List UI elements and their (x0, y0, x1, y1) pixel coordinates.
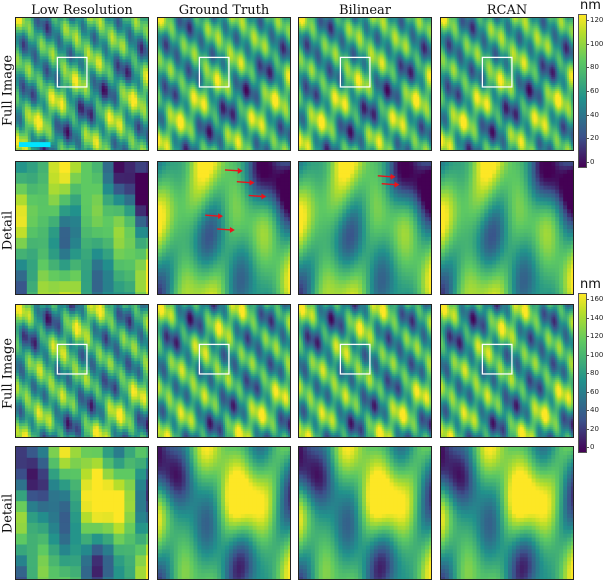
inset-box (56, 56, 88, 88)
red-arrow (248, 193, 267, 200)
colorbar-top-tick: 20 (587, 135, 599, 142)
red-arrow (217, 227, 235, 233)
panel-full-image-2-bilinear (298, 304, 432, 438)
colorbar-top-tick: 40 (587, 111, 599, 119)
colorbar-bottom-tick: 80 (587, 370, 599, 377)
panel-full-image-2-ground-truth (157, 304, 291, 438)
colorbar-bottom-tick: 20 (587, 425, 599, 433)
inset-box (56, 343, 88, 375)
inset-box (481, 56, 513, 88)
inset-box (481, 343, 513, 375)
row-label-detail-1: Detail (1, 171, 16, 291)
panel-full-image-2-rcan (440, 304, 574, 438)
panel-detail-1-low-resolution (15, 161, 149, 295)
colorbar-top-tick: 120 (586, 17, 603, 24)
red-arrow (205, 213, 224, 220)
panel-detail-2-bilinear (298, 446, 432, 580)
colorbar-bottom-tick: 40 (587, 407, 599, 414)
scale-bar (18, 142, 51, 148)
panel-full-image-1-bilinear (298, 17, 432, 151)
panel-full-image-1-rcan (440, 17, 574, 151)
colorbar-bottom-unit: nm (580, 277, 601, 292)
panel-detail-2-rcan (440, 446, 574, 580)
colorbar-top-tick: 0 (586, 159, 594, 166)
panel-detail-1-bilinear (298, 161, 432, 295)
column-header-bilinear: Bilinear (295, 3, 435, 18)
colorbar-top-tick: 60 (587, 88, 599, 95)
red-arrow (236, 179, 255, 186)
inset-box (339, 343, 371, 375)
red-arrow (224, 167, 243, 174)
row-label-detail-2: Detail (1, 454, 16, 574)
inset-box (198, 343, 230, 375)
panel-full-image-1-ground-truth (157, 17, 291, 151)
panel-full-image-1-low-resolution (15, 17, 149, 151)
red-arrow (381, 181, 400, 188)
colorbar-bottom-tick: 140 (586, 314, 603, 322)
column-header-rcan: RCAN (437, 3, 577, 18)
inset-box (198, 56, 230, 88)
colorbar-bottom-tick: 120 (586, 333, 603, 340)
colorbar-top-tick: 100 (586, 40, 603, 48)
row-label-full-image-1: Full Image (1, 31, 16, 151)
column-header-ground-truth: Ground Truth (154, 3, 294, 18)
colorbar-bottom-tick: 100 (586, 351, 603, 359)
inset-box (339, 56, 371, 88)
colorbar-top-unit: nm (580, 0, 601, 13)
panel-full-image-2-low-resolution (15, 304, 149, 438)
panel-detail-2-ground-truth (157, 446, 291, 580)
row-label-full-image-2: Full Image (1, 314, 16, 434)
colorbar-bottom (578, 293, 587, 453)
column-header-low-resolution: Low Resolution (12, 3, 152, 18)
colorbar-bottom-tick: 60 (587, 388, 599, 396)
colorbar-top (578, 14, 587, 168)
colorbar-bottom-tick: 160 (586, 296, 603, 303)
panel-detail-1-rcan (440, 161, 574, 295)
colorbar-top-tick: 80 (587, 64, 599, 71)
panel-detail-1-ground-truth (157, 161, 291, 295)
panel-detail-2-low-resolution (15, 446, 149, 580)
colorbar-bottom-tick: 0 (586, 444, 594, 451)
red-arrow (377, 173, 396, 180)
